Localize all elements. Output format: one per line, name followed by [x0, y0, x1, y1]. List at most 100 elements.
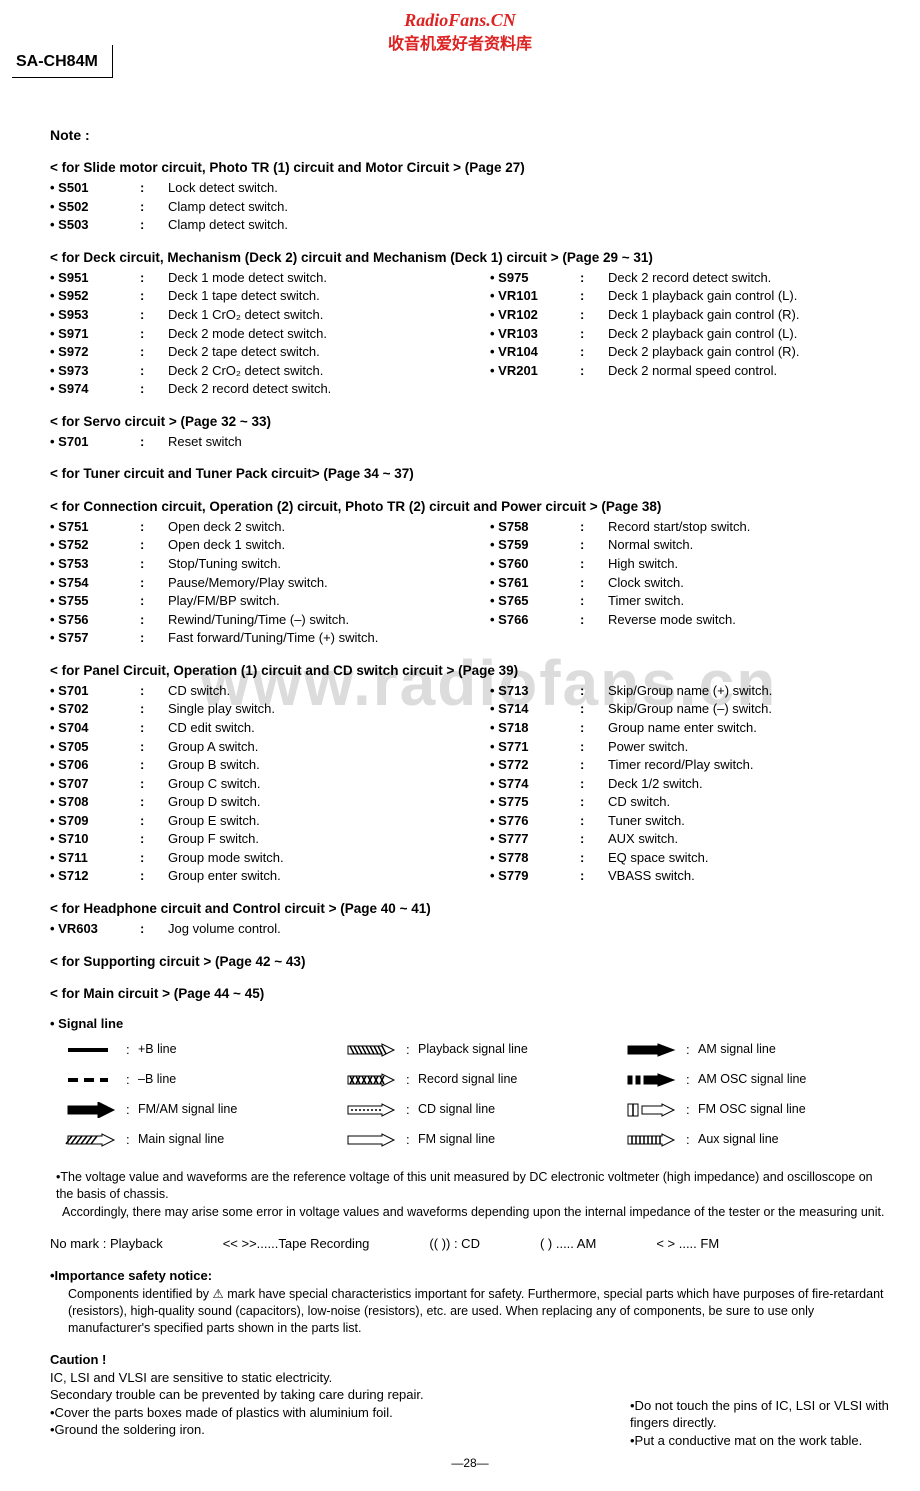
caution-line: •Do not touch the pins of IC, LSI or VLS…: [630, 1397, 890, 1432]
component-desc: Deck 2 playback gain control (L).: [608, 325, 890, 343]
separator: :: [580, 756, 608, 774]
separator: :: [580, 574, 608, 592]
separator: :: [140, 518, 168, 536]
component-id: • S761: [490, 574, 580, 592]
component-row: • S760:High switch.: [490, 555, 890, 573]
component-id: • S972: [50, 343, 140, 361]
component-row: • S701:CD switch.: [50, 682, 490, 700]
component-desc: EQ space switch.: [608, 849, 890, 867]
header-cn: 收音机爱好者资料库: [20, 34, 900, 56]
signal-row: :–B line: [50, 1069, 330, 1091]
signal-label: FM signal line: [418, 1131, 610, 1148]
component-desc: Deck 2 record detect switch.: [608, 269, 890, 287]
component-id: • S711: [50, 849, 140, 867]
caution-line: •Put a conductive mat on the work table.: [630, 1432, 890, 1450]
separator: :: [580, 287, 608, 305]
signal-icon-thickarrow: [50, 1102, 126, 1118]
signal-row: :FM OSC signal line: [610, 1099, 890, 1121]
section-heading: < for Panel Circuit, Operation (1) circu…: [50, 662, 890, 680]
separator: :: [580, 738, 608, 756]
section-heading: < for Servo circuit > (Page 32 ~ 33): [50, 413, 890, 431]
component-row: • S779:VBASS switch.: [490, 867, 890, 885]
component-row: • S778:EQ space switch.: [490, 849, 890, 867]
separator: :: [580, 719, 608, 737]
component-desc: Play/FM/BP switch.: [168, 592, 490, 610]
caution-line: •Ground the soldering iron.: [50, 1421, 590, 1439]
separator: :: [140, 179, 168, 197]
component-desc: Deck 1 mode detect switch.: [168, 269, 490, 287]
component-id: • S952: [50, 287, 140, 305]
component-desc: Skip/Group name (–) switch.: [608, 700, 890, 718]
signal-label: +B line: [138, 1041, 330, 1058]
separator: :: [580, 793, 608, 811]
component-row: • S710:Group F switch.: [50, 830, 490, 848]
content: Note : < for Slide motor circuit, Photo …: [20, 126, 900, 1472]
component-row: • S754:Pause/Memory/Play switch.: [50, 574, 490, 592]
signal-label: CD signal line: [418, 1101, 610, 1118]
component-row: • S709:Group E switch.: [50, 812, 490, 830]
mark: ( ) ..... AM: [540, 1235, 596, 1253]
signal-grid: :+B line:–B line:FM/AM signal line:Main …: [50, 1039, 890, 1159]
signal-label: –B line: [138, 1071, 330, 1088]
section-heading: < for Headphone circuit and Control circ…: [50, 900, 890, 918]
component-id: • S766: [490, 611, 580, 629]
note-label: Note :: [50, 126, 890, 145]
page-number: —28—: [50, 1455, 890, 1471]
component-id: • S775: [490, 793, 580, 811]
component-id: • S755: [50, 592, 140, 610]
separator: :: [140, 775, 168, 793]
separator: :: [140, 287, 168, 305]
component-row: • S503:Clamp detect switch.: [50, 216, 490, 234]
signal-icon-dots: [330, 1102, 406, 1118]
component-desc: Skip/Group name (+) switch.: [608, 682, 890, 700]
component-desc: Clamp detect switch.: [168, 216, 490, 234]
signal-label: Aux signal line: [698, 1131, 890, 1148]
component-row: • S712:Group enter switch.: [50, 867, 490, 885]
component-id: • VR603: [50, 920, 140, 938]
component-id: • S701: [50, 682, 140, 700]
component-id: • S953: [50, 306, 140, 324]
component-row: • VR103:Deck 2 playback gain control (L)…: [490, 325, 890, 343]
component-desc: Deck 2 CrO₂ detect switch.: [168, 362, 490, 380]
page: RadioFans.CN 收音机爱好者资料库 SA-CH84M www.radi…: [0, 0, 920, 1491]
component-desc: Deck 2 tape detect switch.: [168, 343, 490, 361]
component-row: • S758:Record start/stop switch.: [490, 518, 890, 536]
separator: :: [140, 700, 168, 718]
signal-row: :Playback signal line: [330, 1039, 610, 1061]
component-id: • S752: [50, 536, 140, 554]
component-id: • VR101: [490, 287, 580, 305]
component-desc: CD switch.: [608, 793, 890, 811]
signal-column: :Playback signal line:Record signal line…: [330, 1039, 610, 1159]
section-heading: < for Supporting circuit > (Page 42 ~ 43…: [50, 953, 890, 971]
component-id: • S776: [490, 812, 580, 830]
separator: :: [140, 920, 168, 938]
component-desc: Group name enter switch.: [608, 719, 890, 737]
component-row: • S753:Stop/Tuning switch.: [50, 555, 490, 573]
component-desc: Power switch.: [608, 738, 890, 756]
component-desc: Deck 2 record detect switch.: [168, 380, 490, 398]
component-id: • S759: [490, 536, 580, 554]
body-note-1: •The voltage value and waveforms are the…: [50, 1169, 890, 1203]
section-row: • S501:Lock detect switch.• S502:Clamp d…: [50, 179, 890, 235]
separator: :: [140, 216, 168, 234]
component-id: • S705: [50, 738, 140, 756]
caution-line: •Cover the parts boxes made of plastics …: [50, 1404, 590, 1422]
component-row: • S971:Deck 2 mode detect switch.: [50, 325, 490, 343]
component-row: • S952:Deck 1 tape detect switch.: [50, 287, 490, 305]
component-row: • S777:AUX switch.: [490, 830, 890, 848]
signal-row: :Aux signal line: [610, 1129, 890, 1151]
mark: (( )) : CD: [429, 1235, 480, 1253]
separator: :: [140, 362, 168, 380]
separator: :: [140, 325, 168, 343]
separator: :: [686, 1041, 698, 1059]
separator: :: [140, 380, 168, 398]
separator: :: [580, 362, 608, 380]
component-desc: Tuner switch.: [608, 812, 890, 830]
component-desc: Open deck 1 switch.: [168, 536, 490, 554]
model-label: SA-CH84M: [16, 53, 98, 70]
component-row: • S756:Rewind/Tuning/Time (–) switch.: [50, 611, 490, 629]
component-id: • S502: [50, 198, 140, 216]
separator: :: [580, 536, 608, 554]
component-row: • S953:Deck 1 CrO₂ detect switch.: [50, 306, 490, 324]
separator: :: [140, 756, 168, 774]
